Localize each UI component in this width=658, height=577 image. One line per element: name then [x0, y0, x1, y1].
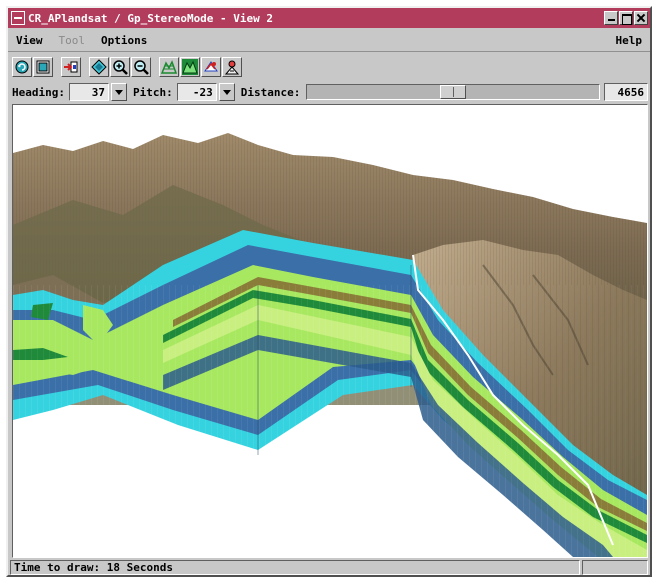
diamond-select-icon: [91, 59, 107, 75]
menu-options[interactable]: Options: [101, 34, 148, 47]
perspective-terrain-scene: [13, 133, 647, 557]
distance-field[interactable]: 4656: [604, 83, 648, 101]
viewer-position-icon: [224, 60, 240, 75]
menu-help[interactable]: Help: [615, 34, 643, 47]
layer-controls-button[interactable]: [201, 57, 221, 77]
view-controls: Heading: 37 Pitch: -23 Distance: 4656: [12, 82, 648, 102]
surface-fill-button[interactable]: [180, 57, 200, 77]
full-view-icon: [36, 60, 50, 74]
status-cell: [582, 560, 648, 575]
status-text: Time to draw: 18 Seconds: [10, 560, 580, 575]
distance-label: Distance:: [240, 85, 301, 99]
layer-controls-icon: [204, 61, 218, 72]
pitch-field[interactable]: -23: [176, 83, 217, 101]
geologic-cross-section: [13, 230, 647, 557]
viewer-position-button[interactable]: [222, 57, 242, 77]
redraw-icon: [15, 60, 29, 74]
title-bar[interactable]: CR_APlandsat / Gp_StereoMode - View 2: [8, 8, 650, 28]
minimize-button[interactable]: [604, 11, 618, 25]
toolbar: [12, 56, 242, 78]
zoom-in-icon: [113, 60, 128, 75]
zoom-to-extent-button[interactable]: [61, 57, 81, 77]
full-view-button[interactable]: [33, 57, 53, 77]
pitch-dropdown-button[interactable]: [218, 83, 235, 101]
system-menu-icon[interactable]: [11, 11, 25, 25]
distance-slider[interactable]: [306, 84, 600, 100]
terrain-button[interactable]: [159, 57, 179, 77]
surface-fill-icon: [182, 59, 198, 75]
heading-field[interactable]: 37: [68, 83, 109, 101]
pitch-label: Pitch:: [132, 85, 173, 99]
zoom-out-icon: [134, 60, 149, 75]
maximize-button[interactable]: [619, 11, 633, 25]
zoom-in-button[interactable]: [110, 57, 130, 77]
close-button[interactable]: [634, 11, 648, 25]
window-title: CR_APlandsat / Gp_StereoMode - View 2: [28, 11, 274, 25]
redraw-button[interactable]: [12, 57, 32, 77]
zoom-to-extent-icon: [64, 61, 78, 73]
terrain-icon: [161, 60, 177, 74]
app-window: CR_APlandsat / Gp_StereoMode - View 2 Vi…: [6, 6, 652, 577]
menu-view[interactable]: View: [16, 34, 43, 47]
status-bar: Time to draw: 18 Seconds: [10, 560, 648, 575]
heading-label: Heading:: [12, 85, 65, 99]
menu-bar: View Tool Options Help: [8, 30, 650, 52]
distance-slider-thumb[interactable]: [440, 85, 467, 99]
diamond-select-button[interactable]: [89, 57, 109, 77]
menu-tool[interactable]: Tool: [58, 34, 86, 47]
zoom-out-button[interactable]: [131, 57, 151, 77]
3d-view-canvas[interactable]: [12, 104, 648, 558]
heading-dropdown-button[interactable]: [110, 83, 127, 101]
